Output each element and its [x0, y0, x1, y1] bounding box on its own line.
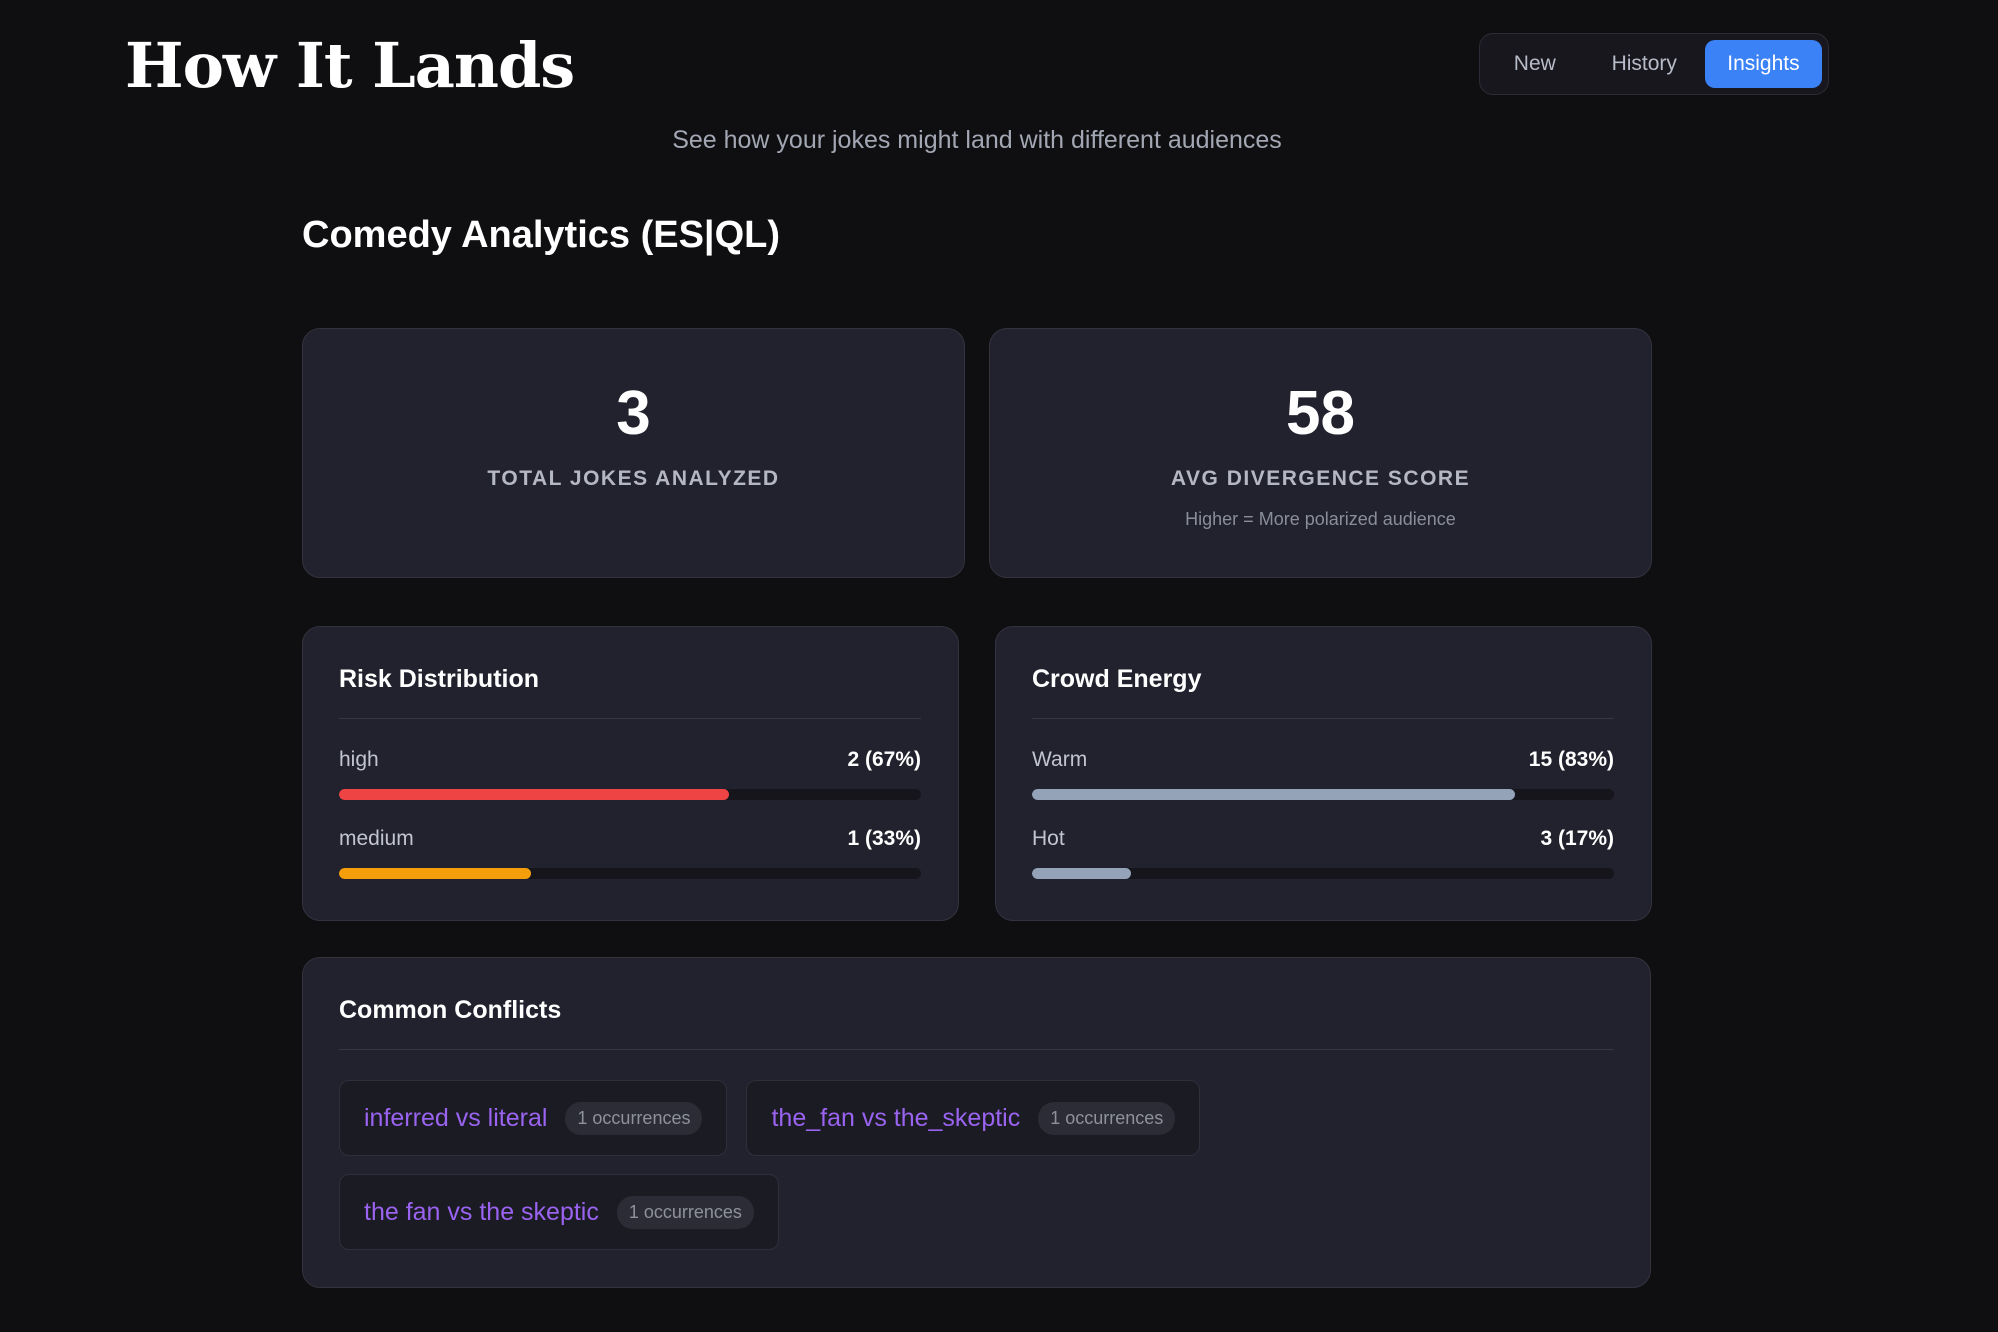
- conflict-chip-text: inferred vs literal: [364, 1103, 548, 1132]
- energy-bar-track-warm: [1032, 789, 1614, 800]
- occurrence-badge: 1 occurrences: [565, 1101, 703, 1135]
- energy-row-hot: Hot 3 (17%): [1032, 826, 1614, 879]
- conflict-chip[interactable]: the fan vs the skeptic 1 occurrences: [339, 1174, 779, 1250]
- total-jokes-card: 3 TOTAL JOKES ANALYZED: [302, 328, 965, 578]
- divider: [339, 718, 921, 719]
- conflict-chip-text: the fan vs the skeptic: [364, 1197, 599, 1226]
- divider: [339, 1049, 1614, 1050]
- energy-row-warm: Warm 15 (83%): [1032, 747, 1614, 800]
- risk-bar-fill-medium: [339, 868, 532, 879]
- conflict-chip[interactable]: the_fan vs the_skeptic 1 occurrences: [746, 1080, 1201, 1156]
- conflict-chip[interactable]: inferred vs literal 1 occurrences: [339, 1080, 728, 1156]
- nav-tabs: New History Insights: [1479, 33, 1829, 95]
- risk-row-medium: medium 1 (33%): [339, 826, 921, 879]
- energy-label-warm: Warm: [1032, 748, 1088, 771]
- risk-distribution-title: Risk Distribution: [339, 665, 540, 693]
- energy-bar-fill-warm: [1032, 789, 1516, 800]
- avg-divergence-label: AVG DIVERGENCE SCORE: [1170, 467, 1471, 490]
- energy-value-hot: 3 (17%): [1540, 827, 1614, 850]
- risk-distribution-card: Risk Distribution high 2 (67%) medium 1 …: [302, 626, 959, 921]
- conflict-chip-list: inferred vs literal 1 occurrences the_fa…: [339, 1080, 1299, 1250]
- risk-bar-track-medium: [339, 868, 921, 879]
- total-jokes-label: TOTAL JOKES ANALYZED: [487, 467, 780, 490]
- divider: [1032, 718, 1614, 719]
- energy-value-warm: 15 (83%): [1528, 748, 1614, 771]
- risk-bar-fill-high: [339, 789, 729, 800]
- total-jokes-value: 3: [616, 379, 651, 448]
- page-subtitle: See how your jokes might land with diffe…: [672, 126, 1282, 154]
- risk-bar-track-high: [339, 789, 921, 800]
- tab-history[interactable]: History: [1611, 52, 1677, 75]
- risk-label-medium: medium: [339, 827, 414, 850]
- common-conflicts-title: Common Conflicts: [339, 996, 562, 1024]
- avg-divergence-card: 58 AVG DIVERGENCE SCORE Higher = More po…: [989, 328, 1652, 578]
- conflict-chip-text: the_fan vs the_skeptic: [771, 1103, 1021, 1132]
- occurrence-badge: 1 occurrences: [616, 1195, 754, 1229]
- crowd-energy-title: Crowd Energy: [1032, 665, 1202, 693]
- tab-new[interactable]: New: [1513, 52, 1556, 75]
- common-conflicts-card: Common Conflicts inferred vs literal 1 o…: [302, 957, 1651, 1288]
- app-title: How It Lands: [125, 29, 575, 102]
- risk-label-high: high: [339, 748, 379, 771]
- analytics-title: Comedy Analytics (ES|QL): [302, 214, 780, 256]
- energy-bar-fill-hot: [1032, 868, 1131, 879]
- tab-insights[interactable]: Insights: [1704, 40, 1822, 88]
- risk-row-high: high 2 (67%): [339, 747, 921, 800]
- risk-value-high: 2 (67%): [847, 748, 921, 771]
- avg-divergence-note: Higher = More polarized audience: [1185, 509, 1456, 529]
- crowd-energy-card: Crowd Energy Warm 15 (83%) Hot 3 (17%): [995, 626, 1652, 921]
- occurrence-badge: 1 occurrences: [1038, 1101, 1176, 1135]
- risk-value-medium: 1 (33%): [847, 827, 921, 850]
- avg-divergence-value: 58: [1286, 379, 1355, 448]
- energy-bar-track-hot: [1032, 868, 1614, 879]
- energy-label-hot: Hot: [1032, 827, 1065, 850]
